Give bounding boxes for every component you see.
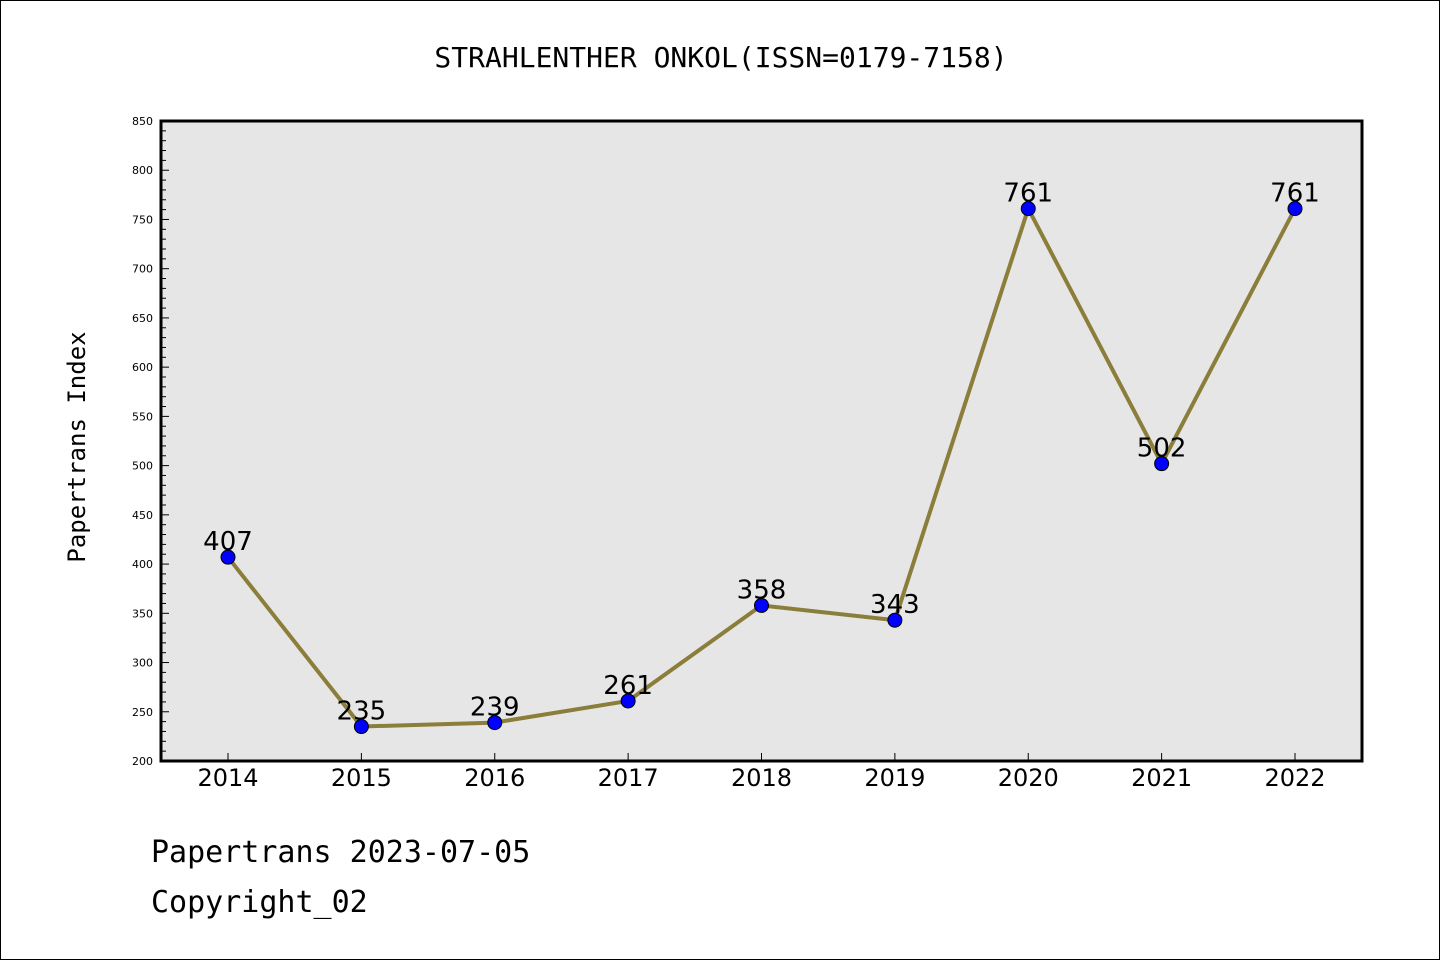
- y-tick-label: 850: [132, 115, 153, 128]
- data-point: [1287, 201, 1303, 217]
- series-layer: [220, 201, 1303, 735]
- data-label: 239: [470, 693, 520, 723]
- data-point: [887, 612, 903, 628]
- plot-border: [159, 119, 1364, 763]
- x-tick-label: 2014: [197, 764, 258, 792]
- x-tick-label: 2016: [464, 764, 525, 792]
- data-point: [754, 597, 769, 613]
- data-label: 761: [1003, 179, 1053, 209]
- plot-area: [161, 121, 1362, 761]
- y-tick-label: 500: [132, 460, 153, 473]
- data-point: [220, 549, 236, 565]
- x-axis: 2014 2015 2016 2017 2018 2019 2020 2021 2022: [197, 753, 1326, 792]
- x-tick-label: 2020: [998, 764, 1059, 792]
- data-label: 358: [737, 575, 787, 605]
- data-labels: 407 235 239 261 358 343 761 502 761: [203, 179, 1320, 727]
- y-tick-label: 400: [132, 558, 153, 571]
- x-tick-label: 2019: [864, 764, 925, 792]
- y-tick-label: 300: [132, 657, 153, 670]
- footer-date: Papertrans 2023-07-05: [151, 835, 531, 870]
- data-point: [1020, 201, 1036, 217]
- y-axis: 200 250 300 350 400 450 500 550 600 650 700 750 800 8…: [132, 115, 169, 768]
- y-tick-label: 750: [132, 213, 153, 226]
- data-point: [1154, 456, 1170, 472]
- y-tick-label: 450: [132, 509, 153, 522]
- x-tick-label: 2015: [331, 764, 392, 792]
- y-tick-label: 250: [132, 706, 153, 719]
- data-label: 502: [1137, 434, 1187, 464]
- y-tick-label: 650: [132, 312, 153, 325]
- footer-copyright: Copyright_02: [151, 885, 368, 920]
- y-axis-label: Papertrans Index: [63, 331, 91, 562]
- chart-title: STRAHLENTHER ONKOL(ISSN=0179-7158): [434, 41, 1007, 74]
- x-tick-label: 2018: [731, 764, 792, 792]
- data-label: 761: [1270, 179, 1320, 209]
- data-point: [487, 715, 503, 731]
- data-label: 407: [203, 527, 253, 557]
- y-tick-label: 350: [132, 607, 153, 620]
- data-point: [353, 719, 369, 735]
- y-tick-label: 600: [132, 361, 153, 374]
- data-label: 261: [603, 671, 653, 701]
- y-tick-label: 200: [132, 755, 153, 768]
- x-tick-label: 2022: [1264, 764, 1325, 792]
- y-tick-label: 700: [132, 263, 153, 276]
- x-tick-label: 2017: [598, 764, 659, 792]
- y-tick-label: 800: [132, 164, 153, 177]
- data-label: 343: [870, 590, 920, 620]
- x-tick-label: 2021: [1131, 764, 1192, 792]
- data-label: 235: [337, 697, 387, 727]
- data-point: [620, 693, 636, 709]
- y-tick-label: 550: [132, 410, 153, 423]
